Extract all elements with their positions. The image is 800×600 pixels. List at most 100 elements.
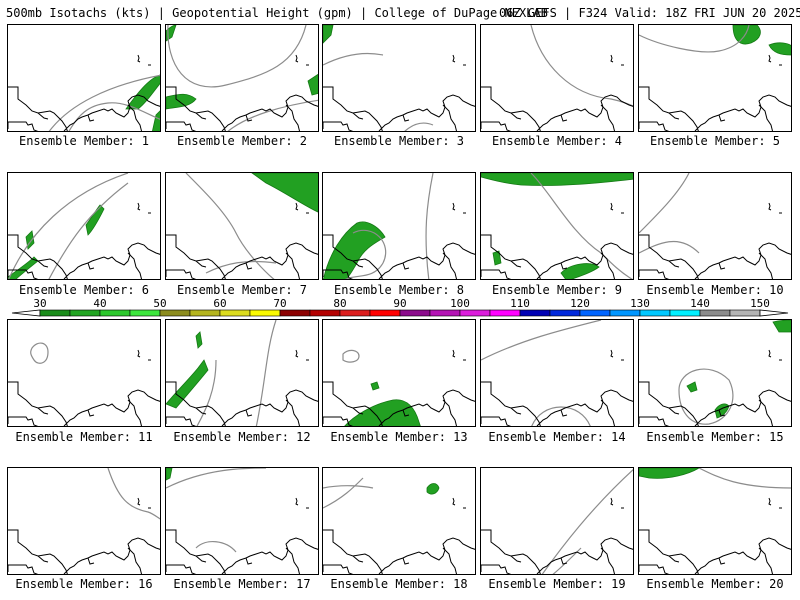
ensemble-member-label: Ensemble Member: 2: [176, 134, 308, 148]
colorbar-segment: [279, 309, 311, 317]
coastline: [323, 381, 475, 426]
coastline: [295, 202, 299, 211]
coastline: [137, 349, 141, 358]
colorbar-extend-low: [11, 309, 41, 317]
ensemble-member-map: [322, 172, 476, 280]
ensemble-member-label: Ensemble Member: 10: [646, 283, 784, 297]
colorbar-tick-label: 60: [213, 297, 226, 310]
height-contour: [323, 52, 384, 66]
height-contour: [323, 477, 364, 509]
height-contour: [255, 320, 277, 426]
height-contour: [227, 99, 318, 131]
map-canvas: [166, 320, 318, 426]
coastline: [352, 547, 458, 574]
ensemble-member-map: [165, 24, 319, 132]
coastline: [452, 349, 456, 358]
ensemble-member-map: [638, 172, 792, 280]
colorbar-tick-label: 70: [273, 297, 286, 310]
height-contour: [30, 342, 49, 364]
ensemble-member-map: [638, 24, 792, 132]
isotach-fill: [639, 468, 700, 479]
height-contour: [167, 25, 307, 88]
coastline: [166, 529, 318, 574]
isotach-fill: [152, 110, 160, 131]
coastline: [323, 234, 475, 279]
isotach-fill: [370, 381, 380, 391]
colorbar-segment: [39, 309, 71, 317]
ensemble-member-label: Ensemble Member: 11: [15, 430, 153, 444]
isotach-colorbar: 30405060708090100110120130140150160170: [11, 297, 789, 317]
height-contour: [8, 173, 129, 279]
coastline: [166, 234, 318, 279]
isotach-fill: [251, 173, 318, 213]
height-contour: [639, 25, 750, 53]
height-contour: [481, 320, 602, 361]
coastline: [610, 202, 614, 211]
coastline: [639, 381, 791, 426]
ensemble-member-label: Ensemble Member: 4: [491, 134, 623, 148]
ensemble-member-label: Ensemble Member: 16: [15, 577, 153, 591]
colorbar-tick-label: 120: [570, 297, 590, 310]
isotach-fill: [195, 331, 203, 349]
coastline: [668, 104, 774, 131]
colorbar-segment: [609, 309, 641, 317]
map-canvas: [323, 173, 475, 279]
colorbar-segment: [189, 309, 221, 317]
map-canvas: [323, 25, 475, 131]
height-contour: [323, 485, 374, 489]
coastline: [8, 234, 160, 279]
colorbar-extend-high: [759, 309, 789, 317]
isotach-fill: [307, 73, 318, 96]
chart-header: 500mb Isotachs (kts) | Geopotential Heig…: [0, 0, 800, 22]
coastline: [166, 86, 318, 131]
coastline: [37, 547, 143, 574]
colorbar-segment: [549, 309, 581, 317]
coastline: [195, 547, 301, 574]
map-canvas: [639, 468, 791, 574]
coastline: [295, 497, 299, 506]
isotach-fill: [166, 468, 173, 481]
height-contour: [107, 468, 160, 520]
coastline: [295, 54, 299, 63]
coastline: [37, 399, 143, 426]
coastline: [37, 104, 143, 131]
height-contour: [196, 359, 217, 426]
colorbar-tick-label: 110: [510, 297, 530, 310]
colorbar-segment: [399, 309, 431, 317]
height-contour: [185, 173, 275, 279]
coastline: [137, 54, 141, 63]
coastline: [137, 497, 141, 506]
ensemble-member-label: Ensemble Member: 14: [488, 430, 626, 444]
height-contour: [166, 468, 267, 489]
colorbar-segment: [489, 309, 521, 317]
map-canvas: [8, 54, 160, 131]
coastline: [668, 399, 774, 426]
map-canvas: [639, 25, 791, 131]
coastline: [610, 349, 614, 358]
colorbar-segment: [69, 309, 101, 317]
coastline: [639, 234, 791, 279]
coastline: [452, 54, 456, 63]
colorbar-segment: [699, 309, 731, 317]
map-canvas: [323, 349, 475, 426]
isotach-fill: [166, 93, 197, 110]
ensemble-member-map: [7, 24, 161, 132]
map-canvas: [166, 173, 318, 279]
coastline: [768, 54, 772, 63]
map-canvas: [481, 469, 633, 574]
height-contour: [639, 173, 690, 234]
coastline: [639, 529, 791, 574]
coastline: [668, 547, 774, 574]
colorbar-tick-label: 100: [450, 297, 470, 310]
map-canvas: [166, 25, 318, 131]
colorbar-segment: [309, 309, 341, 317]
colorbar-tick-label: 150: [750, 297, 770, 310]
ensemble-member-map: [165, 319, 319, 427]
coastline: [37, 252, 143, 279]
ensemble-member-label: Ensemble Member: 7: [176, 283, 308, 297]
height-contour: [425, 173, 434, 279]
isotach-fill: [686, 381, 698, 393]
height-contour: [195, 541, 237, 553]
height-contour: [48, 74, 160, 131]
